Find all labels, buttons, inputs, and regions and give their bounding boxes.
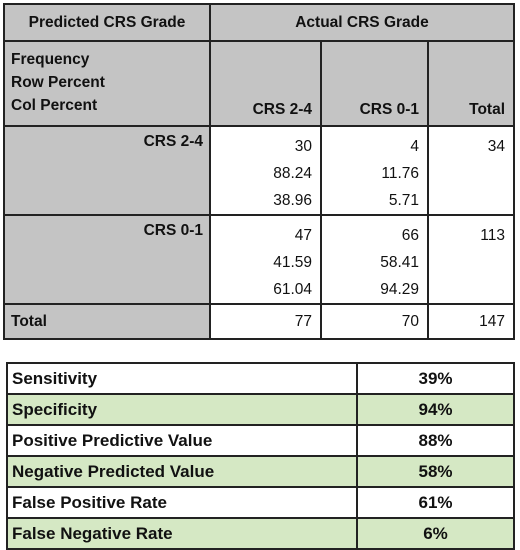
column-total-crs-2-4: 77: [209, 303, 322, 340]
metric-row-false-positive-rate: False Positive Rate 61%: [6, 486, 515, 519]
metric-value: 58%: [356, 455, 515, 488]
cell-crs24-crs01: 4 11.76 5.71: [320, 125, 429, 216]
frequency-value: 47: [294, 227, 312, 244]
metric-value: 61%: [356, 486, 515, 519]
metric-row-sensitivity: Sensitivity 39%: [6, 362, 515, 395]
column-header-crs-2-4: CRS 2-4: [209, 40, 322, 127]
grand-total: 147: [427, 303, 515, 340]
row-header-crs-0-1: CRS 0-1: [3, 214, 211, 305]
col-percent-value: 61.04: [273, 281, 312, 298]
metrics-table: Sensitivity 39% Specificity 94% Positive…: [6, 362, 515, 550]
metric-row-false-negative-rate: False Negative Rate 6%: [6, 517, 515, 550]
total-row-label: Total: [3, 303, 211, 340]
cell-crs01-crs24: 47 41.59 61.04: [209, 214, 322, 305]
column-header-crs-0-1: CRS 0-1: [320, 40, 429, 127]
column-total-crs-0-1: 70: [320, 303, 429, 340]
frequency-value: 30: [294, 138, 312, 155]
row-percent-value: 41.59: [273, 254, 312, 271]
column-header-total: Total: [427, 40, 515, 127]
metric-value: 6%: [356, 517, 515, 550]
row-total-value: 34: [487, 138, 505, 155]
stat-label-row-percent: Row Percent: [11, 74, 105, 91]
metric-row-positive-predictive-value: Positive Predictive Value 88%: [6, 424, 515, 457]
total-row: Total 77 70 147: [3, 303, 515, 340]
metric-label: Specificity: [6, 393, 358, 426]
metric-value: 39%: [356, 362, 515, 395]
row-percent-value: 11.76: [381, 165, 419, 182]
table-row: CRS 0-1 47 41.59 61.04 66 58.41 94.29 11…: [3, 214, 515, 305]
stat-label-col-percent: Col Percent: [11, 97, 98, 114]
frequency-value: 66: [401, 227, 419, 244]
cell-crs24-crs24: 30 88.24 38.96: [209, 125, 322, 216]
actual-grade-header: Actual CRS Grade: [209, 3, 515, 42]
col-percent-value: 38.96: [273, 192, 312, 209]
metric-label: False Positive Rate: [6, 486, 358, 519]
statistic-legend: Frequency Row Percent Col Percent: [3, 40, 211, 127]
predicted-grade-header: Predicted CRS Grade: [3, 3, 211, 42]
stat-label-frequency: Frequency: [11, 51, 90, 68]
frequency-value: 4: [410, 138, 419, 155]
metric-label: False Negative Rate: [6, 517, 358, 550]
contingency-table: Predicted CRS Grade Actual CRS Grade Fre…: [3, 3, 515, 340]
row-total-value: 113: [480, 227, 505, 244]
table-row: CRS 2-4 30 88.24 38.96 4 11.76 5.71 34: [3, 125, 515, 216]
metric-row-specificity: Specificity 94%: [6, 393, 515, 426]
metric-value: 88%: [356, 424, 515, 457]
metric-label: Sensitivity: [6, 362, 358, 395]
metric-label: Positive Predictive Value: [6, 424, 358, 457]
metric-row-negative-predicted-value: Negative Predicted Value 58%: [6, 455, 515, 488]
row-percent-value: 88.24: [273, 165, 312, 182]
row-total-crs-0-1: 113: [427, 214, 515, 305]
col-percent-value: 5.71: [388, 192, 419, 209]
metric-label: Negative Predicted Value: [6, 455, 358, 488]
metric-value: 94%: [356, 393, 515, 426]
row-total-crs-2-4: 34: [427, 125, 515, 216]
cell-crs01-crs01: 66 58.41 94.29: [320, 214, 429, 305]
row-percent-value: 58.41: [380, 254, 419, 271]
col-percent-value: 94.29: [380, 281, 419, 298]
row-header-crs-2-4: CRS 2-4: [3, 125, 211, 216]
